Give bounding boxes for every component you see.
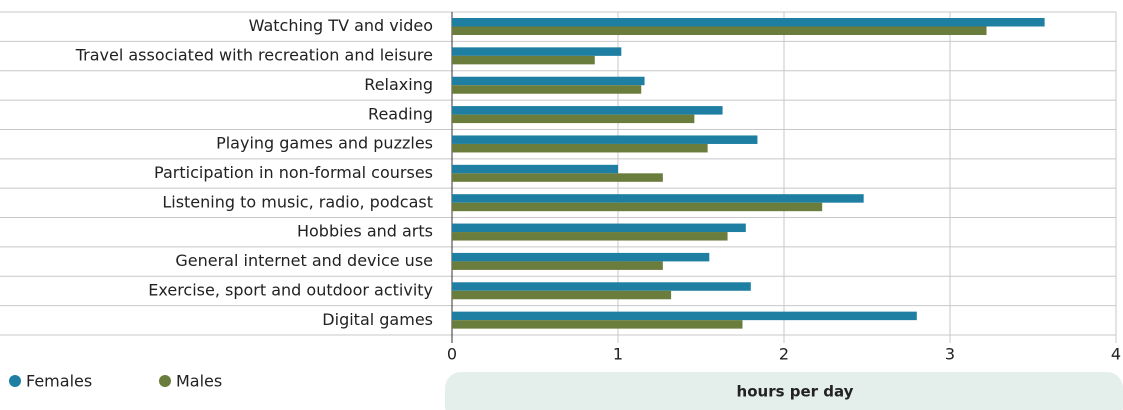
bar <box>452 290 672 300</box>
bar <box>452 85 642 94</box>
bar <box>452 114 695 124</box>
bar <box>452 135 758 144</box>
bar <box>452 26 987 35</box>
y-tick-label: Travel associated with recreation and le… <box>75 46 433 65</box>
legend-swatch <box>159 375 171 387</box>
x-axis-label: hours per day <box>737 383 854 401</box>
x-tick-label: 0 <box>447 345 457 364</box>
y-tick-label: Reading <box>368 104 433 123</box>
bar <box>452 143 708 153</box>
bar <box>452 194 864 203</box>
bar <box>452 106 723 115</box>
bar <box>452 223 746 233</box>
y-tick-label: Listening to music, radio, podcast <box>162 192 433 211</box>
bar <box>452 202 823 212</box>
bar <box>452 76 645 86</box>
y-tick-label: Relaxing <box>364 75 433 94</box>
y-tick-label: Digital games <box>322 310 433 329</box>
bar <box>452 252 710 262</box>
bar <box>452 173 663 182</box>
y-tick-label: General internet and device use <box>175 251 433 270</box>
legend-label: Males <box>176 372 222 391</box>
x-tick-label: 1 <box>613 345 623 364</box>
y-tick-label: Participation in non-formal courses <box>154 163 433 182</box>
bar <box>452 320 743 329</box>
bar <box>452 261 663 270</box>
bar <box>452 47 622 56</box>
bar <box>452 18 1045 27</box>
bar <box>452 55 595 65</box>
x-tick-label: 3 <box>945 345 955 364</box>
bar <box>452 164 618 174</box>
y-tick-label: Exercise, sport and outdoor activity <box>148 280 433 299</box>
legend-label: Females <box>26 372 92 391</box>
bar <box>452 232 728 241</box>
y-tick-label: Playing games and puzzles <box>216 134 433 153</box>
bar <box>452 311 917 321</box>
y-tick-label: Watching TV and video <box>249 16 433 35</box>
bar <box>452 282 751 291</box>
legend-swatch <box>9 375 21 387</box>
y-tick-label: Hobbies and arts <box>297 222 433 241</box>
x-tick-label: 4 <box>1111 345 1121 364</box>
x-tick-label: 2 <box>779 345 789 364</box>
x-label-box <box>445 372 1123 410</box>
